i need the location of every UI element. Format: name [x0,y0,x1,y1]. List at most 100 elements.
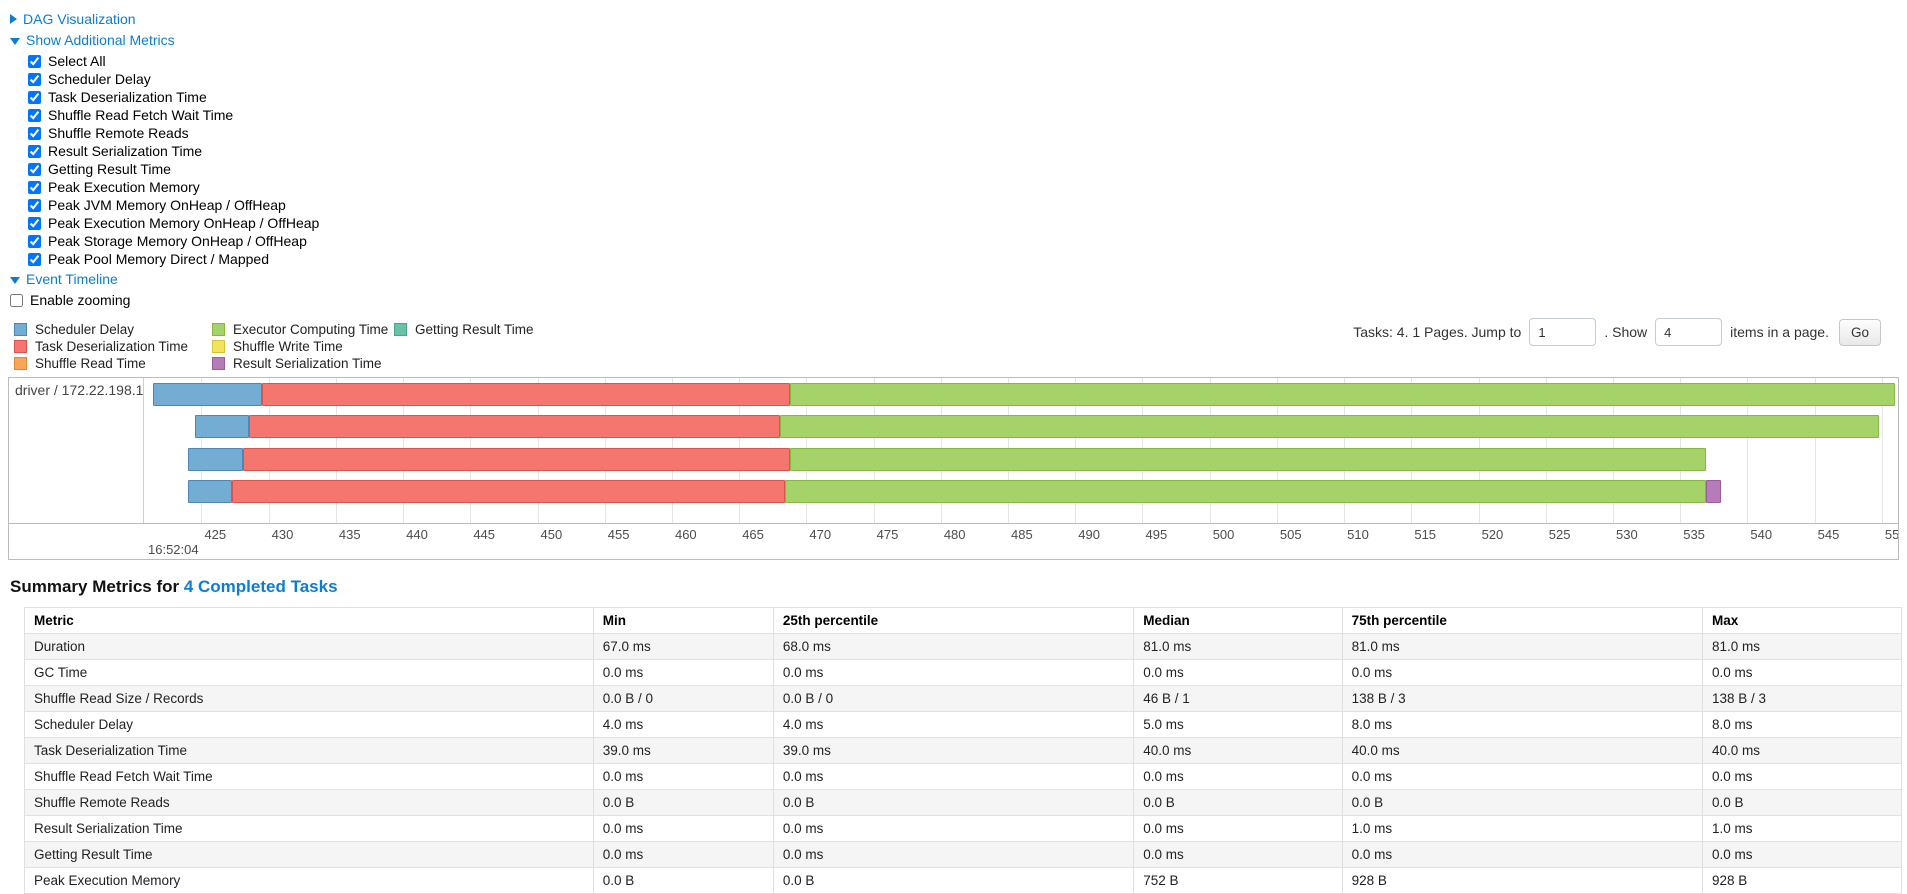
metric-name-cell: Getting Result Time [24,841,594,868]
metric-checkbox[interactable] [28,216,41,230]
metric-checkbox-item[interactable]: Peak Execution Memory OnHeap / OffHeap [28,214,1899,232]
metric-checkbox[interactable] [28,252,41,266]
metric-value-cell: 5.0 ms [1133,711,1343,738]
metric-checkbox[interactable] [28,162,41,176]
metric-checkbox-label: Peak Storage Memory OnHeap / OffHeap [48,233,307,249]
metric-checkbox[interactable] [28,54,41,68]
go-button[interactable]: Go [1838,318,1881,346]
metric-checkbox-item[interactable]: Peak Execution Memory [28,178,1899,196]
legend-column: Getting Result Time [394,321,534,338]
scheduler-delay-swatch-icon [14,322,27,336]
metric-name-cell: Scheduler Delay [24,711,594,738]
dag-visualization-toggle[interactable]: DAG Visualization [10,10,1899,28]
executor-group-label: driver / 172.22.198.104 [15,382,143,398]
enable-zooming-item[interactable]: Enable zooming [10,291,1899,309]
metrics-table-row: Getting Result Time 0.0 ms 0.0 ms 0.0 ms 0.0… [24,841,1902,868]
chevron-right-icon [10,14,17,24]
metrics-column-header: 25th percentile [772,607,1135,634]
metrics-header-row: Metric Min 25th percentile Median 75th perce… [24,607,1902,634]
task-bar-segment-task-deserialization[interactable] [261,383,791,406]
axis-tick-label: 470 [809,527,832,542]
task-bar-segment-scheduler-delay[interactable] [194,415,249,439]
metric-value-cell: 81.0 ms [1133,633,1343,660]
metric-checkbox[interactable] [28,198,41,212]
items-per-page-input[interactable] [1655,318,1723,346]
metric-checkbox-item[interactable]: Shuffle Remote Reads [28,124,1899,142]
metric-value-cell: 39.0 ms [592,737,774,764]
metrics-column-header: Median [1133,607,1343,634]
summary-metrics-table: Metric Min 25th percentile Median 75th perce… [24,607,1902,894]
metric-checkbox-item[interactable]: Getting Result Time [28,160,1899,178]
metric-checkbox[interactable] [28,234,41,248]
task-bar-segment-executor-computing[interactable] [779,415,1880,439]
metric-checkbox-item[interactable]: Select All [28,52,1899,70]
axis-tick-label: 475 [876,527,899,542]
metric-checkbox-item[interactable]: Task Deserialization Time [28,88,1899,106]
axis-gridline [1747,378,1749,523]
metric-value-cell: 928 B [1341,867,1704,894]
metric-value-cell: 39.0 ms [772,737,1135,764]
task-bar-segment-executor-computing[interactable] [790,447,1706,471]
task-bar-segment-scheduler-delay[interactable] [153,383,262,406]
metric-value-cell: 0.0 B [1133,789,1343,816]
metric-value-cell: 0.0 ms [1702,659,1902,686]
axis-tick-label: 455 [607,527,630,542]
legend-item: Shuffle Write Time [212,338,368,354]
metric-value-cell: 46 B / 1 [1133,685,1343,712]
metric-value-cell: 81.0 ms [1341,633,1704,660]
task-bar-segment-result-serialization[interactable] [1705,479,1721,503]
legend-column: Executor Computing Time Shuffle Write Tim… [212,321,388,372]
axis-tick-label: 445 [473,527,496,542]
task-bar-segment-scheduler-delay[interactable] [188,447,244,471]
completed-tasks-link[interactable]: 4 Completed Tasks [183,577,338,596]
timeline-group-column: driver / 172.22.198.104 [9,378,144,523]
metric-name-cell: Shuffle Read Fetch Wait Time [24,763,594,790]
dag-visualization-label: DAG Visualization [23,11,136,27]
event-timeline-toggle[interactable]: Event Timeline [10,270,1899,288]
legend-column: Scheduler Delay Task Deserialization Time… [14,321,188,372]
metric-checkbox-item[interactable]: Peak Pool Memory Direct / Mapped [28,250,1899,268]
task-bar-segment-executor-computing[interactable] [790,383,1896,406]
metrics-table-body: Duration 67.0 ms 68.0 ms 81.0 ms 81.0 ms 81.0… [24,633,1902,894]
task-bar-segment-task-deserialization[interactable] [232,479,785,503]
metric-checkbox[interactable] [28,72,41,86]
task-bar-segment-executor-computing[interactable] [784,479,1706,503]
metrics-table-row: Shuffle Read Fetch Wait Time 0.0 ms 0.0 ms… [24,763,1902,790]
legend-item: Task Deserialization Time [14,338,188,354]
legend-label: Shuffle Read Time [35,355,146,371]
metric-checkbox[interactable] [28,90,41,104]
chevron-down-icon [10,37,20,45]
metric-checkbox-item[interactable]: Peak JVM Memory OnHeap / OffHeap [28,196,1899,214]
metric-checkbox-label: Peak JVM Memory OnHeap / OffHeap [48,197,286,213]
show-additional-metrics-label: Show Additional Metrics [26,32,175,48]
task-bar-segment-task-deserialization[interactable] [248,415,780,439]
metric-value-cell: 0.0 ms [772,659,1135,686]
metric-value-cell: 8.0 ms [1341,711,1704,738]
metric-value-cell: 0.0 B [1341,789,1704,816]
metric-checkbox-item[interactable]: Scheduler Delay [28,70,1899,88]
metric-checkbox-item[interactable]: Peak Storage Memory OnHeap / OffHeap [28,232,1899,250]
metric-value-cell: 0.0 B [592,789,774,816]
axis-tick-label: 530 [1616,527,1638,542]
getting-result-swatch-icon [394,322,407,336]
metric-checkbox-item[interactable]: Result Serialization Time [28,142,1899,160]
metric-checkbox-item[interactable]: Shuffle Read Fetch Wait Time [28,106,1899,124]
pagination-suffix: items in a page. [1730,324,1829,340]
axis-tick-label: 550 [1884,527,1898,542]
metric-checkbox[interactable] [28,180,41,194]
metric-value-cell: 0.0 B / 0 [592,685,774,712]
metric-checkbox[interactable] [28,144,41,158]
show-additional-metrics-toggle[interactable]: Show Additional Metrics [10,31,1899,49]
axis-gridline [1814,378,1816,523]
metric-checkbox[interactable] [28,126,41,140]
metric-value-cell: 0.0 ms [1133,841,1343,868]
jump-to-page-input[interactable] [1529,318,1597,346]
enable-zooming-checkbox[interactable] [10,293,23,307]
axis-tick-label: 540 [1750,527,1773,542]
task-bar-segment-scheduler-delay[interactable] [188,479,233,503]
metric-checkbox-label: Peak Pool Memory Direct / Mapped [48,251,269,267]
axis-tick-label: 425 [204,527,227,542]
axis-time-label: 16:52:04 [148,542,199,557]
task-bar-segment-task-deserialization[interactable] [243,447,791,471]
metric-checkbox[interactable] [28,108,41,122]
